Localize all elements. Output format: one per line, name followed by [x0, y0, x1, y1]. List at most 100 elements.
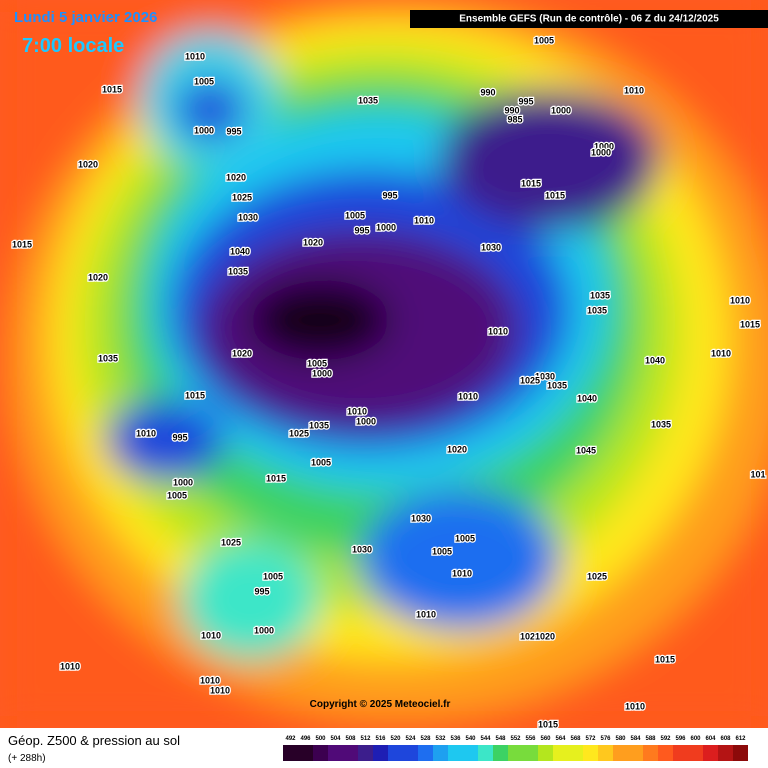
isobar-label: 1010 [452, 568, 472, 578]
colorbar-swatch [703, 745, 718, 761]
isobar-label: 1020 [226, 172, 246, 182]
isobar-label: 1010 [210, 685, 230, 695]
copyright: Copyright © 2025 Meteociel.fr [310, 699, 451, 710]
isobar-label: 1020 [232, 348, 252, 358]
isobar-label: 1015 [102, 84, 122, 94]
isobar-label: 1040 [577, 393, 597, 403]
isobar-label: 1000 [254, 625, 274, 635]
isobar-label: 990 [480, 87, 495, 97]
isobar-label: 1005 [167, 490, 187, 500]
colorbar-swatch [523, 745, 538, 761]
colorbar-swatch [343, 745, 358, 761]
colorbar-swatch [493, 745, 508, 761]
isobar-label: 1000 [551, 105, 571, 115]
colorbar-swatch [733, 745, 748, 761]
colorbar-swatch [613, 745, 628, 761]
colorbar: 492 496 500 504 508 512 516 520 524 528 532 536 540 5… [283, 736, 748, 761]
isobar-label: 1015 [12, 239, 32, 249]
isobar-label: 995 [518, 96, 533, 106]
isobar-label: 1025 [520, 375, 540, 385]
isobar-label: 1010 [416, 609, 436, 619]
isobar-label: 1020 [78, 159, 98, 169]
isobar-label: 1010 [60, 661, 80, 671]
colorbar-swatch [598, 745, 613, 761]
isobar-label: 1015 [185, 390, 205, 400]
colorbar-label: 520 [390, 736, 401, 742]
colorbar-swatch [328, 745, 343, 761]
colorbar-swatch [583, 745, 598, 761]
isobar-label: 1030 [481, 242, 501, 252]
colorbar-label: 576 [600, 736, 611, 742]
isobar-label: 1010 [458, 391, 478, 401]
isobar-label: 1000 [591, 147, 611, 157]
isobar-label: 1025 [232, 192, 252, 202]
colorbar-swatch [283, 745, 298, 761]
footer-lead: (+ 288h) [8, 753, 46, 764]
isobar-label: 1005 [194, 76, 214, 86]
isobar-label: 1010 [414, 215, 434, 225]
isobar-label: 1005 [534, 35, 554, 45]
colorbar-label: 592 [660, 736, 671, 742]
isobar-label: 1020 [520, 631, 540, 641]
isobar-label: 1010 [201, 630, 221, 640]
colorbar-swatch [373, 745, 388, 761]
isobar-label: 1030 [238, 212, 258, 222]
isobar-label: 1000 [356, 416, 376, 426]
colorbar-label: 552 [510, 736, 521, 742]
isobar-label: 1030 [535, 371, 555, 381]
isobar-label: 1005 [307, 358, 327, 368]
colorbar-swatch [553, 745, 568, 761]
isobar-label: 1005 [455, 533, 475, 543]
isobar-label: 1035 [651, 419, 671, 429]
isobar-label: 1035 [228, 266, 248, 276]
colorbar-label: 536 [450, 736, 461, 742]
date: Lundi 5 janvier 2026 [14, 9, 157, 26]
isobar-label: 1005 [311, 457, 331, 467]
colorbar-swatch [658, 745, 673, 761]
isobar-label: 1015 [266, 473, 286, 483]
colorbar-label: 600 [690, 736, 701, 742]
isobar-label: 1020 [535, 631, 555, 641]
colorbar-label: 544 [480, 736, 491, 742]
isobar-label: 995 [354, 225, 369, 235]
isobar-label: 1035 [587, 305, 607, 315]
colorbar-label: 532 [435, 736, 446, 742]
colorbar-swatch [388, 745, 403, 761]
colorbar-label: 508 [345, 736, 356, 742]
colorbar-swatch [418, 745, 433, 761]
colorbar-label: 528 [420, 736, 431, 742]
isobar-label: 1010 [730, 295, 750, 305]
isobar-label: 1005 [263, 571, 283, 581]
isobar-label: 1000 [376, 222, 396, 232]
isobar-label: 1040 [645, 355, 665, 365]
colorbar-swatch [538, 745, 553, 761]
isobar-label: 1020 [447, 444, 467, 454]
colorbar-swatch [718, 745, 733, 761]
isobar-label: 995 [172, 432, 187, 442]
colorbar-label: 500 [315, 736, 326, 742]
isobar-label: 1010 [624, 85, 644, 95]
colorbar-swatch [673, 745, 688, 761]
colorbar-label: 572 [585, 736, 596, 742]
run-info: Ensemble GEFS (Run de contrôle) - 06 Z d… [459, 14, 719, 25]
isobar-label: 995 [382, 190, 397, 200]
isobar-label: 1025 [221, 537, 241, 547]
colorbar-label: 504 [330, 736, 341, 742]
isobar-label: 1010 [488, 326, 508, 336]
colorbar-swatch [463, 745, 478, 761]
isobar-label: 1030 [411, 513, 431, 523]
colorbar-swatch [628, 745, 643, 761]
isobar-label: 1010 [347, 406, 367, 416]
colorbar-label: 584 [630, 736, 641, 742]
colorbar-label: 612 [735, 736, 746, 742]
run-banner [410, 10, 768, 28]
isobar-label: 1015 [655, 654, 675, 664]
colorbar-label: 568 [570, 736, 581, 742]
isobar-label: 1010 [185, 51, 205, 61]
colorbar-swatch [688, 745, 703, 761]
isobar-label: 1020 [88, 272, 108, 282]
colorbar-swatch [358, 745, 373, 761]
